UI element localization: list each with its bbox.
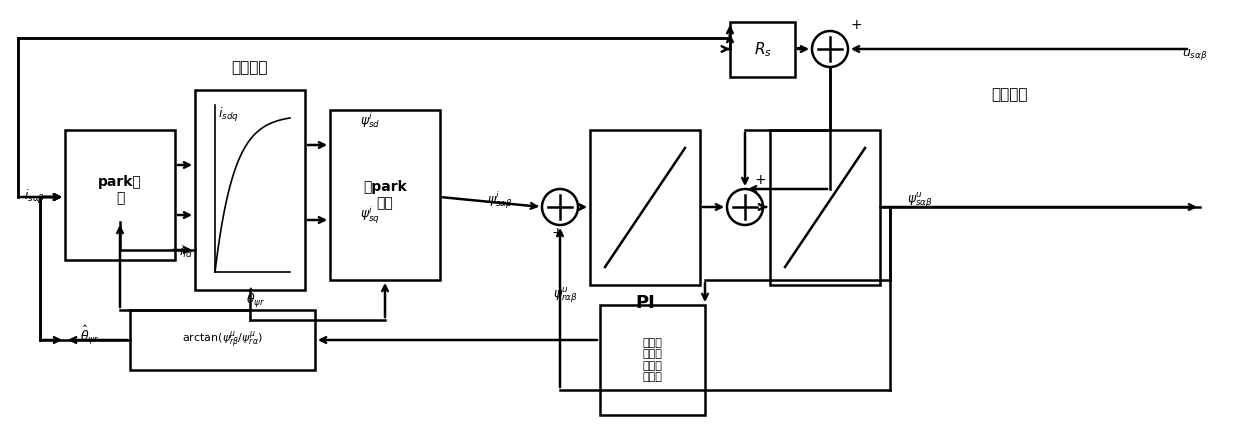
Text: $\hat{\theta}_{\psi r}$: $\hat{\theta}_{\psi r}$ xyxy=(81,323,99,346)
Bar xyxy=(195,90,305,290)
Text: 电流模型: 电流模型 xyxy=(232,60,268,76)
Text: 定子磁
链到转
子磁链
的转换: 定子磁 链到转 子磁链 的转换 xyxy=(642,338,662,382)
Text: $+$: $+$ xyxy=(849,18,862,32)
Bar xyxy=(330,110,440,280)
Text: $i_{fd}$: $i_{fd}$ xyxy=(179,244,193,260)
Text: $\hat{\theta}_{\psi r}$: $\hat{\theta}_{\psi r}$ xyxy=(247,286,265,309)
Bar xyxy=(600,305,706,415)
Text: $+$: $+$ xyxy=(754,173,766,187)
Text: $R_s$: $R_s$ xyxy=(754,40,771,59)
Text: $-$: $-$ xyxy=(794,40,806,54)
Text: $\psi^u_{s\alpha\beta}$: $\psi^u_{s\alpha\beta}$ xyxy=(906,190,932,210)
Text: park变
换: park变 换 xyxy=(98,175,141,205)
Text: PI: PI xyxy=(635,294,655,312)
Bar xyxy=(770,130,880,285)
Text: 反park
变换: 反park 变换 xyxy=(363,180,407,210)
Bar xyxy=(730,22,795,77)
Text: $i_{sdq}$: $i_{sdq}$ xyxy=(217,106,238,124)
Text: $-$: $-$ xyxy=(527,198,539,212)
Bar xyxy=(130,310,315,370)
Text: $\psi^u_{r\alpha\beta}$: $\psi^u_{r\alpha\beta}$ xyxy=(553,285,578,305)
Text: $\psi^i_{s\alpha\beta}$: $\psi^i_{s\alpha\beta}$ xyxy=(487,189,513,211)
Text: $u_{s\alpha\beta}$: $u_{s\alpha\beta}$ xyxy=(1182,47,1208,62)
Text: $\psi^i_{sd}$: $\psi^i_{sd}$ xyxy=(360,110,381,130)
Text: $\mathrm{arctan}(\psi^{\mu}_{r\beta}/\psi^{\mu}_{r\alpha})$: $\mathrm{arctan}(\psi^{\mu}_{r\beta}/\ps… xyxy=(182,329,263,350)
Bar xyxy=(590,130,701,285)
Bar xyxy=(64,130,175,260)
Text: $i_{s\alpha\beta}$: $i_{s\alpha\beta}$ xyxy=(25,188,46,206)
Text: $\psi^i_{sq}$: $\psi^i_{sq}$ xyxy=(360,204,379,226)
Text: 电压模型: 电压模型 xyxy=(992,88,1028,102)
Text: $+$: $+$ xyxy=(551,226,563,240)
